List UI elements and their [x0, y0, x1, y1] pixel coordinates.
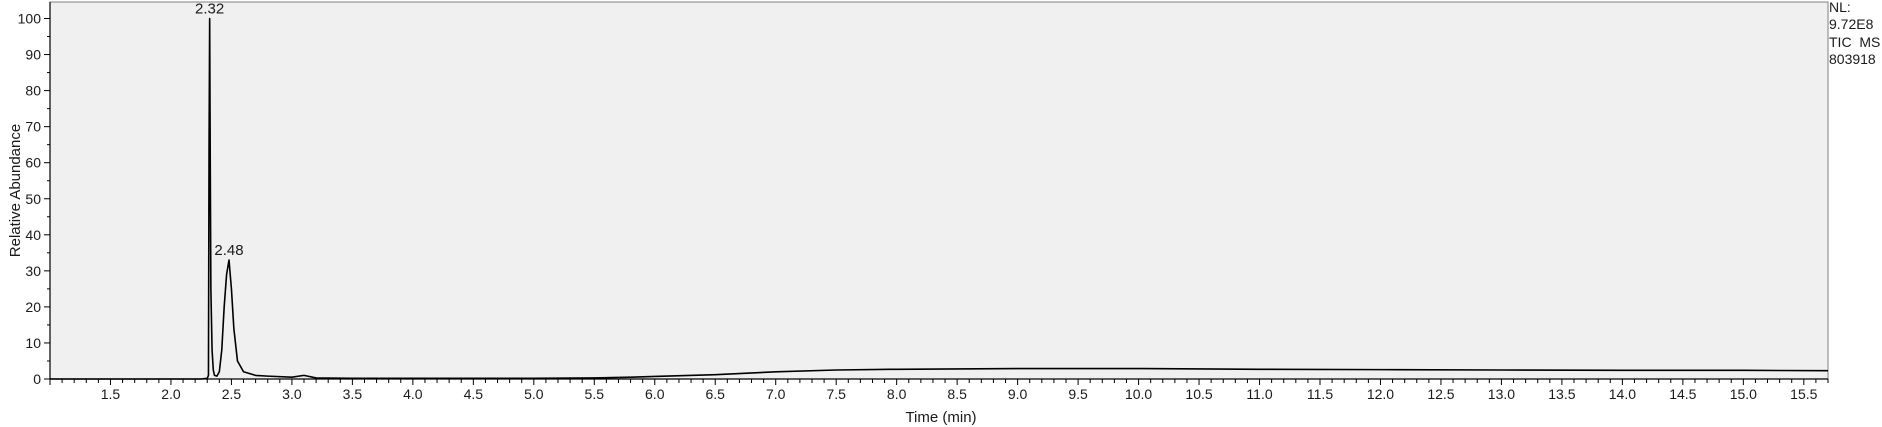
x-tick-label: 12.0	[1367, 386, 1394, 402]
y-tick-label: 30	[25, 263, 41, 279]
y-tick-label: 10	[25, 335, 41, 351]
series-layer	[50, 17, 1829, 380]
peak-label: 2.32	[195, 1, 224, 18]
x-tick-label: 8.5	[947, 386, 967, 402]
x-tick-label: 9.0	[1008, 386, 1028, 402]
info-line-file-id: 803918	[1829, 51, 1876, 67]
x-tick-label: 11.5	[1307, 386, 1333, 402]
y-tick-label: 50	[25, 191, 41, 207]
labels-layer: 2.32 2.48	[195, 1, 244, 260]
y-tick-label: 70	[25, 119, 41, 135]
x-tick-label: 9.5	[1068, 386, 1088, 402]
x-tick-label: 5.5	[585, 386, 605, 402]
series-line	[50, 17, 1829, 380]
x-tick-label: 1.5	[101, 386, 121, 402]
y-axis-title: Relative Abundance	[7, 124, 24, 257]
x-tick-label: 5.0	[524, 386, 544, 402]
x-tick-label: 15.5	[1790, 386, 1817, 402]
x-tick-label: 4.0	[403, 386, 423, 402]
info-line-nl-value: 9.72E8	[1829, 16, 1874, 32]
x-tick-label: 7.5	[826, 386, 846, 402]
x-tick-label: 13.5	[1548, 386, 1575, 402]
x-axis-title: Time (min)	[905, 409, 976, 426]
y-tick-label: 40	[25, 227, 41, 243]
peak-label: 2.48	[214, 242, 243, 259]
x-tick-label: 14.5	[1669, 386, 1696, 402]
x-tick-label: 13.0	[1488, 386, 1515, 402]
ticks-layer: 1.5 2.0 2.5 3.0 3.5 4.0 4.5 5.0 5.5 6.0 6.5 7.0 7.5 8…	[18, 11, 1829, 402]
y-tick-label: 60	[25, 155, 41, 171]
info-block: NL: 9.72E8 TIC MS 803918	[1829, 0, 1880, 67]
y-tick-label: 100	[18, 11, 42, 27]
info-line-scan-type: TIC MS	[1829, 34, 1880, 50]
axes-layer	[49, 2, 1828, 380]
x-tick-label: 4.5	[464, 386, 484, 402]
info-line-nl: NL:	[1829, 0, 1851, 15]
plot-area	[49, 1, 1829, 380]
x-tick-label: 6.5	[706, 386, 726, 402]
x-tick-label: 15.0	[1730, 386, 1757, 402]
x-tick-label: 14.0	[1609, 386, 1636, 402]
x-tick-label: 2.5	[222, 386, 242, 402]
y-tick-label: 20	[25, 299, 41, 315]
y-tick-label: 80	[25, 83, 41, 99]
x-tick-label: 12.5	[1427, 386, 1454, 402]
x-tick-label: 2.0	[161, 386, 181, 402]
x-tick-label: 7.0	[766, 386, 786, 402]
y-tick-label: 0	[33, 371, 41, 387]
x-tick-label: 3.0	[282, 386, 302, 402]
x-tick-label: 11.0	[1246, 386, 1272, 402]
x-tick-label: 10.5	[1185, 386, 1212, 402]
x-tick-label: 3.5	[343, 386, 363, 402]
x-tick-label: 8.0	[887, 386, 907, 402]
x-tick-label: 10.0	[1125, 386, 1152, 402]
x-tick-label: 6.0	[645, 386, 665, 402]
y-tick-label: 90	[25, 47, 41, 63]
